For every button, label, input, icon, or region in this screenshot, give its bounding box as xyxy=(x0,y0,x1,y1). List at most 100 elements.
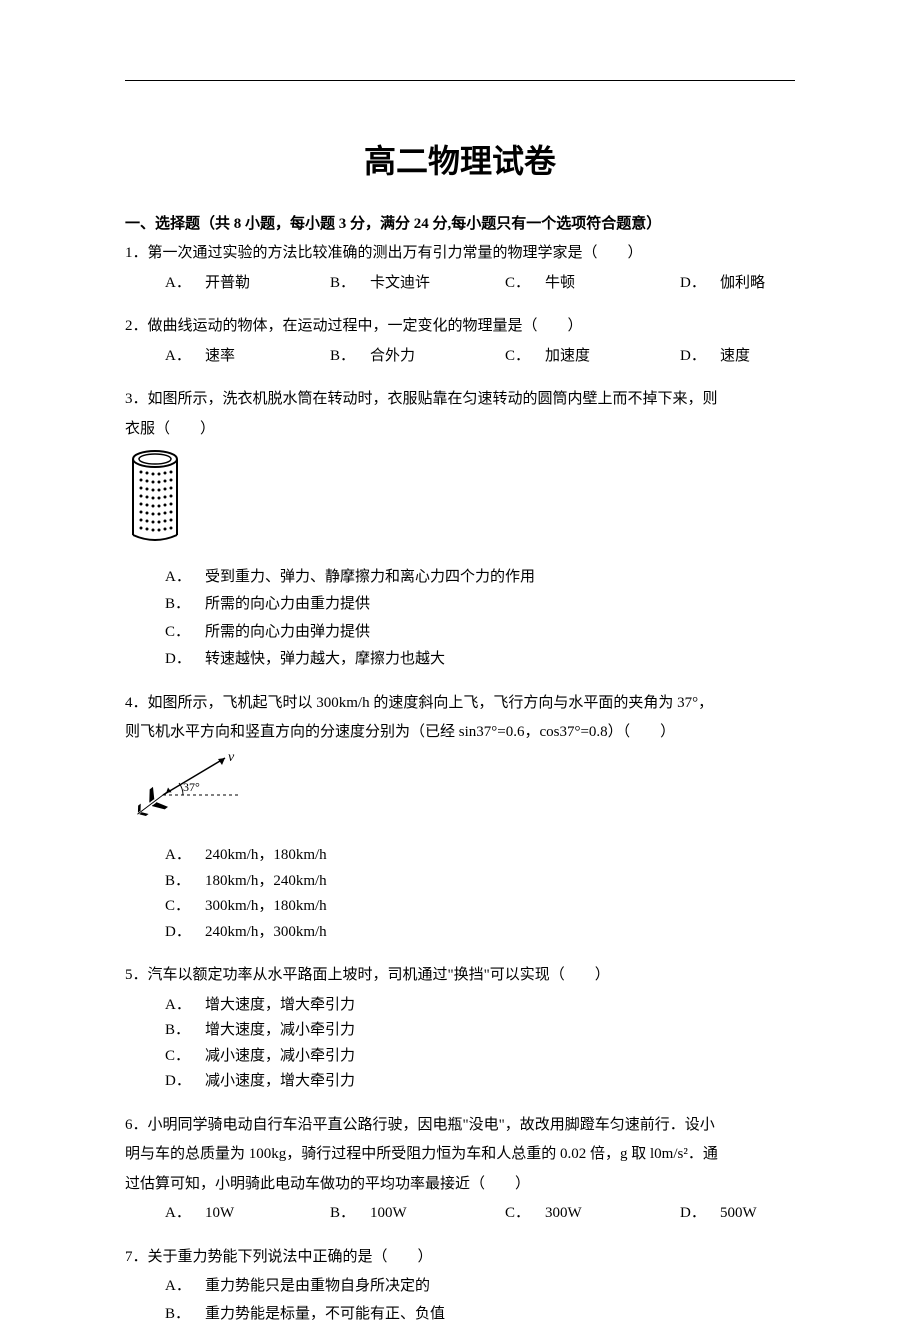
option-text: 速率 xyxy=(205,344,235,370)
option-text: 伽利略 xyxy=(720,271,765,297)
question-2: 2．做曲线运动的物体，在运动过程中，一定变化的物理量是（ ） A．速率 B．合外… xyxy=(125,314,795,369)
question-text: 6．小明同学骑电动自行车沿平直公路行驶，因电瓶"没电"，故改用脚蹬车匀速前行．设… xyxy=(125,1113,795,1139)
option-letter: B． xyxy=(330,1201,370,1227)
option-a: A．受到重力、弹力、静摩擦力和离心力四个力的作用 xyxy=(165,565,795,591)
option-c: C．牛顿 xyxy=(505,271,680,297)
option-c: C．加速度 xyxy=(505,344,680,370)
option-text: 10W xyxy=(205,1201,234,1227)
option-text: 减小速度，增大牵引力 xyxy=(205,1069,355,1095)
option-text: 减小速度，减小牵引力 xyxy=(205,1044,355,1070)
option-d: D．伽利略 xyxy=(680,271,765,297)
option-a: A．10W xyxy=(165,1201,330,1227)
option-text: 牛顿 xyxy=(545,271,575,297)
option-d: D．减小速度，增大牵引力 xyxy=(165,1069,495,1095)
angle-label: 37° xyxy=(183,780,200,794)
question-text: 7．关于重力势能下列说法中正确的是（ ） xyxy=(125,1245,795,1271)
question-3: 3．如图所示，洗衣机脱水筒在转动时，衣服贴靠在匀速转动的圆筒内壁上而不掉下来，则… xyxy=(125,387,795,673)
option-text: 速度 xyxy=(720,344,750,370)
option-text: 240km/h，300km/h xyxy=(205,920,327,946)
option-a: A．240km/h，180km/h xyxy=(165,843,495,869)
option-letter: A． xyxy=(165,843,205,869)
question-text: 过估算可知，小明骑此电动车做功的平均功率最接近（ ） xyxy=(125,1172,795,1198)
option-text: 重力势能是标量，不可能有正、负值 xyxy=(205,1302,445,1327)
option-letter: B． xyxy=(165,1302,205,1327)
options: A．重力势能只是由重物自身所决定的 B．重力势能是标量，不可能有正、负值 xyxy=(125,1274,795,1327)
options: A．增大速度，增大牵引力 B．增大速度，减小牵引力 C．减小速度，减小牵引力 D… xyxy=(125,993,795,1095)
option-letter: B． xyxy=(165,592,205,618)
velocity-label: v xyxy=(228,751,235,765)
option-letter: D． xyxy=(165,920,205,946)
options: A．开普勒 B．卡文迪许 C．牛顿 D．伽利略 xyxy=(125,271,795,297)
question-5: 5．汽车以额定功率从水平路面上坡时，司机通过"换挡"可以实现（ ） A．增大速度… xyxy=(125,963,795,1095)
option-letter: D． xyxy=(680,1201,720,1227)
option-text: 受到重力、弹力、静摩擦力和离心力四个力的作用 xyxy=(205,565,535,591)
option-text: 卡文迪许 xyxy=(370,271,430,297)
option-letter: C． xyxy=(165,1044,205,1070)
option-a: A．开普勒 xyxy=(165,271,330,297)
question-text: 5．汽车以额定功率从水平路面上坡时，司机通过"换挡"可以实现（ ） xyxy=(125,963,795,989)
option-letter: D． xyxy=(165,647,205,673)
option-text: 转速越快，弹力越大，摩擦力也越大 xyxy=(205,647,445,673)
question-text: 衣服（ ） xyxy=(125,417,795,443)
option-letter: A． xyxy=(165,1201,205,1227)
option-letter: A． xyxy=(165,271,205,297)
section-header: 一、选择题（共 8 小题，每小题 3 分，满分 24 分,每小题只有一个选项符合… xyxy=(125,212,795,233)
option-b: B．增大速度，减小牵引力 xyxy=(165,1018,495,1044)
question-text: 4．如图所示，飞机起飞时以 300km/h 的速度斜向上飞，飞行方向与水平面的夹… xyxy=(125,691,795,717)
page-title: 高二物理试卷 xyxy=(125,136,795,182)
airplane-diagram-icon: 37° v xyxy=(125,751,795,836)
top-divider xyxy=(125,80,795,81)
option-d: D．速度 xyxy=(680,344,750,370)
option-c: C．300W xyxy=(505,1201,680,1227)
option-d: D．500W xyxy=(680,1201,757,1227)
option-d: D．240km/h，300km/h xyxy=(165,920,495,946)
options: A．速率 B．合外力 C．加速度 D．速度 xyxy=(125,344,795,370)
option-b: B．180km/h，240km/h xyxy=(165,869,495,895)
option-letter: A． xyxy=(165,993,205,1019)
question-7: 7．关于重力势能下列说法中正确的是（ ） A．重力势能只是由重物自身所决定的 B… xyxy=(125,1245,795,1327)
option-letter: D． xyxy=(165,1069,205,1095)
question-text: 2．做曲线运动的物体，在运动过程中，一定变化的物理量是（ ） xyxy=(125,314,795,340)
option-text: 240km/h，180km/h xyxy=(205,843,327,869)
option-text: 180km/h，240km/h xyxy=(205,869,327,895)
option-letter: C． xyxy=(505,344,545,370)
option-text: 重力势能只是由重物自身所决定的 xyxy=(205,1274,430,1300)
options: A．10W B．100W C．300W D．500W xyxy=(125,1201,795,1227)
option-b: B．所需的向心力由重力提供 xyxy=(165,592,795,618)
option-letter: C． xyxy=(505,271,545,297)
question-6: 6．小明同学骑电动自行车沿平直公路行驶，因电瓶"没电"，故改用脚蹬车匀速前行．设… xyxy=(125,1113,795,1227)
option-b: B．合外力 xyxy=(330,344,505,370)
option-text: 100W xyxy=(370,1201,407,1227)
option-letter: D． xyxy=(680,271,720,297)
option-a: A．重力势能只是由重物自身所决定的 xyxy=(165,1274,795,1300)
option-text: 所需的向心力由弹力提供 xyxy=(205,620,370,646)
option-text: 开普勒 xyxy=(205,271,250,297)
washing-machine-cylinder-icon xyxy=(125,447,795,557)
option-d: D．转速越快，弹力越大，摩擦力也越大 xyxy=(165,647,795,673)
option-text: 合外力 xyxy=(370,344,415,370)
option-b: B．重力势能是标量，不可能有正、负值 xyxy=(165,1302,795,1327)
options: A．受到重力、弹力、静摩擦力和离心力四个力的作用 B．所需的向心力由重力提供 C… xyxy=(125,565,795,673)
question-text: 明与车的总质量为 100kg，骑行过程中所受阻力恒为车和人总重的 0.02 倍，… xyxy=(125,1142,795,1168)
option-c: C．减小速度，减小牵引力 xyxy=(165,1044,495,1070)
question-text: 3．如图所示，洗衣机脱水筒在转动时，衣服贴靠在匀速转动的圆筒内壁上而不掉下来，则 xyxy=(125,387,795,413)
option-text: 增大速度，减小牵引力 xyxy=(205,1018,355,1044)
option-b: B．100W xyxy=(330,1201,505,1227)
question-text: 则飞机水平方向和竖直方向的分速度分别为（已经 sin37°=0.6，cos37°… xyxy=(125,720,795,746)
option-c: C．300km/h，180km/h xyxy=(165,894,495,920)
option-a: A．增大速度，增大牵引力 xyxy=(165,993,495,1019)
question-text: 1．第一次通过实验的方法比较准确的测出万有引力常量的物理学家是（ ） xyxy=(125,241,795,267)
option-letter: D． xyxy=(680,344,720,370)
option-letter: C． xyxy=(165,894,205,920)
option-text: 加速度 xyxy=(545,344,590,370)
option-letter: A． xyxy=(165,344,205,370)
question-1: 1．第一次通过实验的方法比较准确的测出万有引力常量的物理学家是（ ） A．开普勒… xyxy=(125,241,795,296)
option-text: 300km/h，180km/h xyxy=(205,894,327,920)
option-letter: B． xyxy=(330,271,370,297)
option-text: 300W xyxy=(545,1201,582,1227)
option-text: 所需的向心力由重力提供 xyxy=(205,592,370,618)
option-letter: C． xyxy=(165,620,205,646)
option-letter: B． xyxy=(165,869,205,895)
option-letter: A． xyxy=(165,1274,205,1300)
option-letter: B． xyxy=(330,344,370,370)
